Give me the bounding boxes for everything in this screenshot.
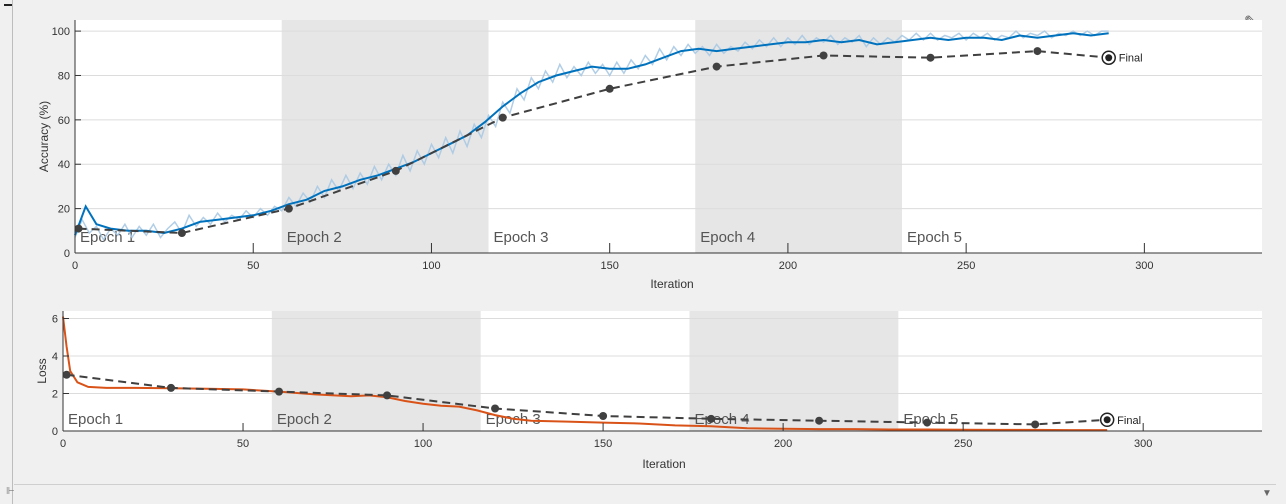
loss-x-tick-label: 250: [954, 438, 972, 450]
minimize-dash-icon[interactable]: [4, 4, 13, 6]
loss-chart: Epoch 1 Epoch 2 Epoch 3 Epoch 4 Epoch 5 Final…: [35, 311, 1262, 471]
acc-y-axis-label: Accuracy (%): [37, 101, 51, 172]
acc-epoch-label: Epoch 1: [80, 229, 135, 246]
acc-y-tick-label: 60: [58, 115, 70, 127]
acc-y-tick-label: 80: [58, 70, 70, 82]
acc-epoch-label: Epoch 3: [493, 229, 548, 246]
expand-handle-icon[interactable]: ⊩: [6, 486, 15, 497]
acc-y-tick-label: 20: [58, 204, 70, 216]
loss-final-marker-dot: [1103, 416, 1111, 424]
acc-plot-area: [75, 20, 1262, 253]
loss-final-label: Final: [1117, 415, 1141, 427]
acc-validation-point: [284, 204, 293, 213]
acc-y-tick-label: 40: [58, 159, 70, 171]
acc-smoothed-line: [74, 32, 1109, 236]
acc-validation-point: [498, 113, 507, 122]
acc-x-tick-label: 100: [422, 260, 440, 272]
loss-plot-area: [63, 311, 1262, 431]
loss-epoch-label: Epoch 1: [68, 411, 123, 428]
acc-validation-point: [605, 84, 614, 93]
acc-x-tick-label: 0: [72, 260, 78, 272]
loss-epoch-shade: [271, 311, 481, 431]
acc-final-marker-dot: [1105, 54, 1113, 62]
loss-validation-point: [62, 370, 71, 379]
acc-epoch-shade: [695, 20, 902, 253]
loss-x-tick-label: 0: [60, 438, 66, 450]
loss-y-tick-label: 2: [52, 389, 58, 401]
loss-y-tick-label: 6: [52, 314, 58, 326]
acc-x-tick-label: 150: [601, 260, 619, 272]
acc-validation-point: [391, 166, 400, 175]
acc-epoch-label: Epoch 5: [907, 229, 962, 246]
acc-epoch-label: Epoch 4: [700, 229, 755, 246]
acc-validation-point: [712, 62, 721, 71]
loss-epoch-label: Epoch 2: [277, 411, 332, 428]
loss-x-tick-label: 50: [237, 438, 249, 450]
loss-x-tick-label: 300: [1134, 438, 1152, 450]
acc-chart: Epoch 1 Epoch 2 Epoch 3 Epoch 4 Epoch 5 Final…: [37, 20, 1262, 291]
acc-final-label: Final: [1119, 53, 1143, 65]
acc-validation-point: [177, 229, 186, 238]
loss-x-tick-label: 150: [594, 438, 612, 450]
loss-y-tick-label: 4: [52, 351, 58, 363]
loss-epoch-label: Epoch 5: [903, 411, 958, 428]
scroll-down-icon[interactable]: ▼: [1262, 488, 1272, 499]
bottom-divider: [14, 484, 1276, 485]
loss-x-tick-label: 100: [414, 438, 432, 450]
loss-validation-point: [1031, 420, 1040, 429]
loss-x-tick-label: 200: [774, 438, 792, 450]
loss-validation-point: [275, 387, 284, 396]
acc-x-axis-label: Iteration: [650, 277, 693, 291]
loss-smoothed-line: [62, 316, 1108, 432]
acc-x-tick-label: 300: [1135, 260, 1153, 272]
acc-validation-line: [78, 50, 1109, 235]
acc-epoch-label: Epoch 2: [287, 229, 342, 246]
acc-validation-point: [926, 53, 935, 62]
loss-validation-point: [815, 416, 824, 425]
acc-epoch-shade: [281, 20, 489, 253]
acc-validation-point: [819, 51, 828, 60]
loss-epoch-shade: [689, 311, 899, 431]
acc-validation-point: [1033, 47, 1042, 56]
loss-y-axis-label: Loss: [35, 358, 49, 383]
acc-x-tick-label: 200: [779, 260, 797, 272]
left-divider: [12, 0, 13, 504]
acc-y-tick-label: 0: [64, 248, 70, 260]
loss-validation-point: [923, 418, 932, 427]
loss-validation-point: [599, 412, 608, 420]
loss-validation-point: [707, 414, 716, 423]
loss-x-axis-label: Iteration: [642, 457, 685, 471]
acc-validation-point: [74, 224, 83, 233]
acc-x-tick-label: 50: [247, 260, 259, 272]
loss-y-tick-label: 0: [52, 426, 58, 438]
loss-validation-point: [167, 383, 176, 392]
loss-validation-point: [491, 404, 500, 413]
acc-y-tick-label: 100: [52, 26, 70, 38]
loss-validation-point: [383, 391, 392, 400]
acc-x-tick-label: 250: [957, 260, 975, 272]
